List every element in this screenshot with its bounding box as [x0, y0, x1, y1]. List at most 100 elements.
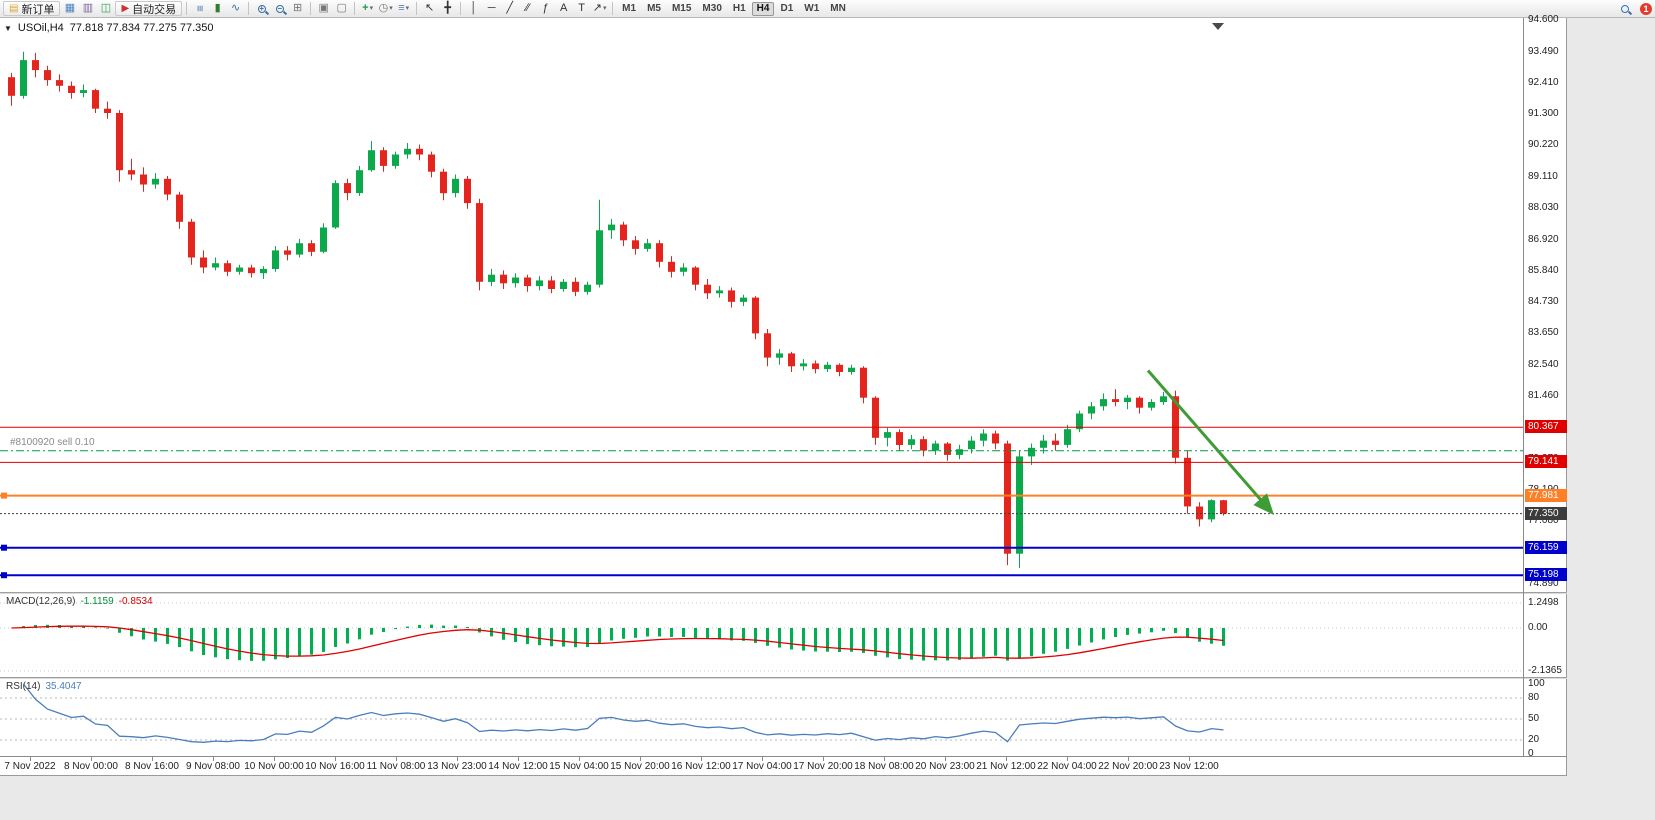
- chart-shift-marker[interactable]: [1212, 23, 1224, 30]
- zoom-in-icon[interactable]: +: [253, 1, 270, 16]
- time-axis-label: 13 Nov 23:00: [427, 761, 487, 772]
- text-icon-glyph: A: [559, 2, 568, 14]
- price-axis[interactable]: 94.600 93.490 92.410 91.300 90.220 89.110 88.0…: [1523, 14, 1567, 759]
- bar-chart-icon[interactable]: ≡: [191, 1, 208, 16]
- price-axis-label: 91.300: [1528, 108, 1559, 120]
- time-tick: [1006, 757, 1007, 761]
- channel-icon-glyph: ∕∕: [525, 2, 530, 14]
- time-tick: [1128, 757, 1129, 761]
- grid-icon[interactable]: ⊞: [289, 1, 306, 16]
- autotrading-button[interactable]: ▶ 自动交易: [115, 1, 183, 16]
- price-axis-label: 83.650: [1528, 327, 1559, 339]
- notification-badge[interactable]: 1: [1640, 2, 1652, 15]
- fibonacci-icon[interactable]: ƒ: [537, 1, 554, 16]
- rsi-name: RSI(14): [6, 681, 41, 692]
- line-chart-icon[interactable]: ∿: [227, 1, 244, 16]
- time-axis-label: 8 Nov 00:00: [64, 761, 118, 772]
- pane-splitter[interactable]: [0, 592, 1567, 594]
- vertical-line-icon-glyph: │: [470, 2, 478, 14]
- candlestick-chart-icon[interactable]: ▮: [209, 1, 226, 16]
- price-axis-label: 94.600: [1528, 14, 1559, 25]
- horizontal-line-icon[interactable]: ─: [483, 1, 500, 16]
- trend-arrow[interactable]: [1146, 369, 1274, 515]
- market-watch-icon[interactable]: ◫: [97, 1, 114, 16]
- profiles-icon[interactable]: ▥: [79, 1, 96, 16]
- pane-splitter[interactable]: [0, 677, 1567, 679]
- chart-window-icon[interactable]: ▦: [61, 1, 78, 16]
- timeframe-m1[interactable]: M1: [622, 3, 637, 14]
- chart-window-icon-glyph: ▦: [64, 2, 76, 14]
- bar-chart-icon-glyph: ≡: [194, 5, 207, 12]
- periods-icon[interactable]: ◷ ▾: [377, 1, 394, 16]
- new-order-button[interactable]: ▤ 新订单: [3, 1, 61, 16]
- indicators-icon[interactable]: + ▾: [359, 1, 376, 16]
- macd-scale-label: 0.00: [1528, 622, 1548, 633]
- time-axis-label: 15 Nov 04:00: [549, 761, 609, 772]
- price-axis-label: 86.920: [1528, 233, 1559, 245]
- time-axis-label: 8 Nov 16:00: [125, 761, 179, 772]
- toolbar-separator: [248, 2, 250, 15]
- new-order-button-label: 新订单: [21, 3, 55, 16]
- search-icon[interactable]: [1616, 1, 1633, 16]
- tile-windows-icon[interactable]: ▣: [315, 1, 332, 16]
- label-icon-glyph: T: [578, 2, 586, 14]
- rsi-scale-label: 0: [1528, 748, 1534, 759]
- time-axis-label: 22 Nov 04:00: [1037, 761, 1097, 772]
- time-axis-label: 20 Nov 23:00: [915, 761, 975, 772]
- time-axis[interactable]: 7 Nov 2022 8 Nov 00:00 8 Nov 16:00 9 Nov 08…: [0, 756, 1567, 776]
- vertical-line-icon[interactable]: │: [465, 1, 482, 16]
- timeframe-m15[interactable]: M15: [671, 3, 692, 14]
- time-axis-label: 11 Nov 08:00: [366, 761, 426, 772]
- main-chart-pane[interactable]: ▼ USOil,H4 77.818 77.834 77.275 77.350 #…: [0, 18, 1523, 592]
- time-tick: [579, 757, 580, 761]
- trendline-icon[interactable]: ╱: [501, 1, 518, 16]
- horizontal-line-icon-glyph: ─: [487, 2, 496, 14]
- candles: [8, 51, 1227, 568]
- toolbar-separator: [612, 2, 614, 15]
- timeframe-w1[interactable]: W1: [804, 3, 820, 14]
- macd-signal-value: -0.8534: [118, 596, 153, 607]
- main-chart[interactable]: [0, 18, 1523, 592]
- line-drag-handle[interactable]: [1, 544, 7, 551]
- timeframe-h1[interactable]: H1: [732, 3, 746, 14]
- chart-title: ▼ USOil,H4 77.818 77.834 77.275 77.350: [4, 22, 214, 34]
- macd-pane[interactable]: MACD(12,26,9) -1.1159 -0.8534: [0, 594, 1523, 677]
- line-drag-handle[interactable]: [1, 492, 7, 499]
- timeframe-m30[interactable]: M30: [702, 3, 722, 14]
- rsi-line: [22, 683, 1224, 743]
- macd-name: MACD(12,26,9): [6, 596, 76, 607]
- toolbar-separator: [354, 2, 356, 15]
- line-drag-handle[interactable]: [1, 572, 7, 579]
- stop-line-badge: 79.141: [1525, 455, 1567, 469]
- timeframe-h4[interactable]: H4: [751, 1, 775, 16]
- toolbar-separator: [460, 2, 462, 15]
- price-axis-label: 81.460: [1528, 390, 1559, 401]
- time-axis-label: 10 Nov 00:00: [244, 761, 304, 772]
- crosshair-icon[interactable]: ╋: [439, 1, 456, 16]
- time-tick: [1189, 757, 1190, 761]
- templates-icon-glyph: ≡: [398, 2, 405, 14]
- timeframe-d1[interactable]: D1: [780, 3, 794, 14]
- cursor-icon[interactable]: ↖: [421, 1, 438, 16]
- text-icon[interactable]: A: [555, 1, 572, 16]
- price-axis-label: 84.730: [1528, 296, 1559, 308]
- time-tick: [640, 757, 641, 761]
- timeframe-mn[interactable]: MN: [830, 3, 846, 14]
- macd-main-value: -1.1159: [80, 596, 114, 607]
- time-tick: [762, 757, 763, 761]
- cascade-windows-icon[interactable]: ▢: [333, 1, 350, 16]
- templates-icon[interactable]: ≡ ▾: [395, 1, 412, 16]
- arrows-icon[interactable]: ↗ ▾: [591, 1, 608, 16]
- autotrading-button-icon: ▶: [121, 3, 130, 14]
- timeframe-m5[interactable]: M5: [647, 3, 661, 14]
- zoom-out-icon[interactable]: −: [271, 1, 288, 16]
- time-axis-label: 23 Nov 12:00: [1159, 761, 1219, 772]
- macd-scale-label: 1.2498: [1528, 596, 1559, 608]
- chart-window: ▼ USOil,H4 77.818 77.834 77.275 77.350 #…: [0, 14, 1567, 776]
- label-icon[interactable]: T: [573, 1, 590, 16]
- chart-menu-icon[interactable]: ▼: [4, 23, 12, 33]
- rsi-pane[interactable]: RSI(14) 35.4047: [0, 679, 1523, 756]
- channel-icon[interactable]: ∕∕: [519, 1, 536, 16]
- price-axis-label: 90.220: [1528, 139, 1559, 151]
- price-axis-label: 74.890: [1528, 578, 1559, 589]
